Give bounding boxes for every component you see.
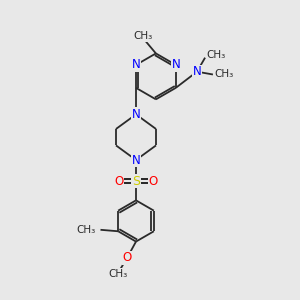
Text: CH₃: CH₃ xyxy=(77,225,96,235)
Text: O: O xyxy=(148,175,158,188)
Text: N: N xyxy=(132,154,140,166)
Text: CH₃: CH₃ xyxy=(206,50,226,60)
Text: CH₃: CH₃ xyxy=(214,70,234,80)
Text: O: O xyxy=(122,251,132,264)
Text: N: N xyxy=(132,108,140,121)
Text: O: O xyxy=(114,175,124,188)
Text: N: N xyxy=(171,58,180,71)
Text: N: N xyxy=(132,58,140,71)
Text: CH₃: CH₃ xyxy=(133,31,152,41)
Text: S: S xyxy=(132,175,140,188)
Text: CH₃: CH₃ xyxy=(109,269,128,279)
Text: N: N xyxy=(193,65,201,78)
